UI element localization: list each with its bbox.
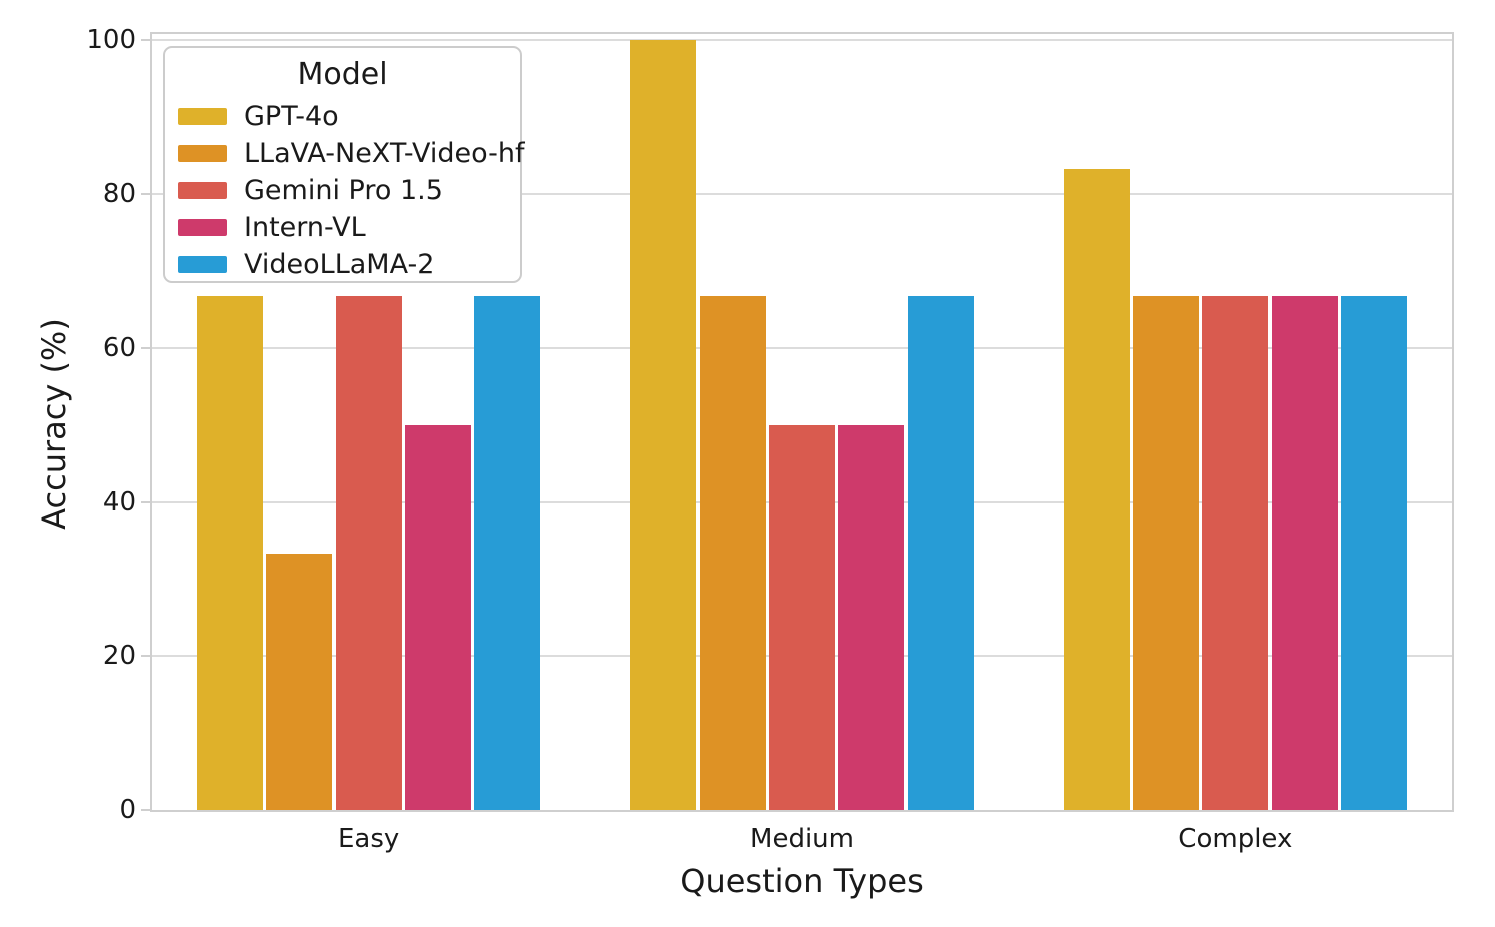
legend-item: GPT-4o xyxy=(165,98,520,135)
y-tick-mark xyxy=(141,347,150,349)
y-tick-label: 40 xyxy=(102,487,136,517)
bar xyxy=(1202,296,1269,810)
y-tick-mark xyxy=(141,501,150,503)
bar xyxy=(335,296,402,810)
legend-swatch xyxy=(178,145,227,162)
legend-items: GPT-4o LLaVA-NeXT-Video-hf Gemini Pro 1.5 I… xyxy=(165,98,525,283)
legend: Model GPT-4o LLaVA-NeXT-Video-hf Gemini Pr… xyxy=(163,46,525,283)
bar xyxy=(838,425,905,810)
y-tick-mark xyxy=(141,39,150,41)
gridline xyxy=(152,193,1452,195)
legend-item: Intern-VL xyxy=(165,209,520,246)
bar xyxy=(1271,296,1338,810)
legend-label: Gemini Pro 1.5 xyxy=(244,174,443,206)
bar xyxy=(1132,296,1200,810)
bar xyxy=(768,425,836,810)
bar xyxy=(474,296,541,810)
y-tick-mark xyxy=(141,809,150,811)
x-tick-label: Complex xyxy=(1178,824,1293,854)
legend-label: GPT-4o xyxy=(244,100,339,132)
gridline xyxy=(152,347,1452,349)
legend-swatch xyxy=(178,256,227,273)
y-tick-label: 100 xyxy=(86,25,136,55)
legend-item: VideoLLaMA-2 xyxy=(165,246,520,283)
legend-item: LLaVA-NeXT-Video-hf xyxy=(165,135,525,172)
legend-label: LLaVA-NeXT-Video-hf xyxy=(244,137,525,169)
y-tick-label: 0 xyxy=(119,795,136,825)
legend-label: Intern-VL xyxy=(244,211,366,243)
legend-title: Model xyxy=(297,57,388,92)
legend-swatch xyxy=(178,182,227,199)
y-tick-label: 80 xyxy=(102,179,136,209)
bar xyxy=(630,40,697,810)
bar xyxy=(907,296,974,810)
x-axis-label: Question Types xyxy=(680,862,924,900)
legend-label: VideoLLaMA-2 xyxy=(244,248,435,280)
bar xyxy=(1063,168,1130,810)
x-tick-label: Medium xyxy=(750,824,854,854)
y-tick-label: 20 xyxy=(102,641,136,671)
bar xyxy=(1340,296,1408,810)
legend-item: Gemini Pro 1.5 xyxy=(165,172,520,209)
plot-area xyxy=(150,32,1454,812)
legend-swatch xyxy=(178,108,227,125)
y-tick-mark xyxy=(141,193,150,195)
y-tick-mark xyxy=(141,655,150,657)
y-tick-label: 60 xyxy=(102,333,136,363)
gridline xyxy=(152,39,1452,41)
bar xyxy=(196,296,264,810)
bar xyxy=(266,553,333,810)
x-tick-label: Easy xyxy=(338,824,400,854)
bar xyxy=(404,425,472,810)
legend-swatch xyxy=(178,219,227,236)
bar xyxy=(699,296,766,810)
